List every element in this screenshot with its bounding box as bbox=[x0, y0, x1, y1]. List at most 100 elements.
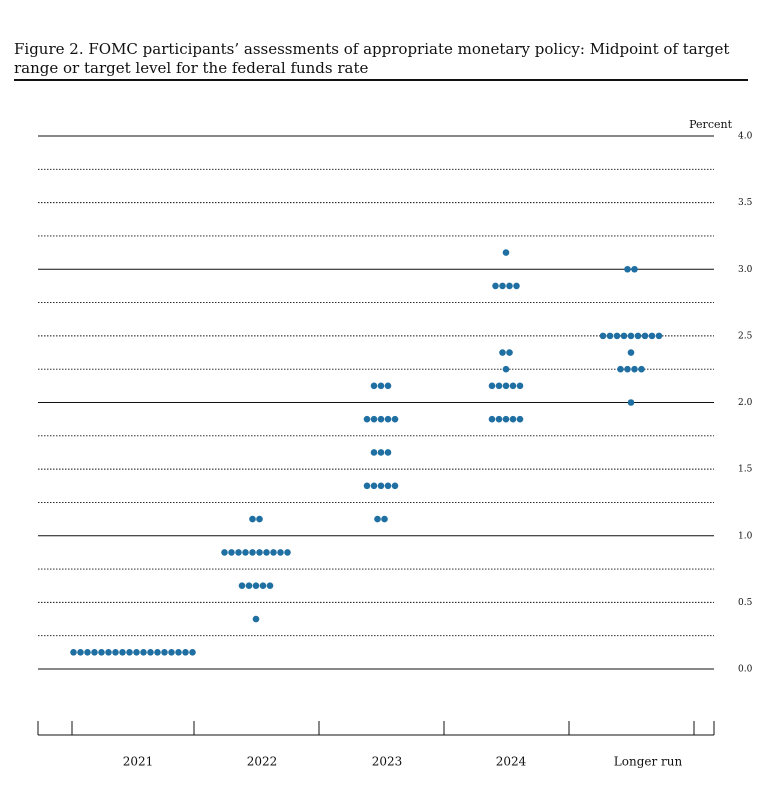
dot bbox=[384, 449, 392, 456]
dot bbox=[488, 415, 496, 423]
y-tick-label: 0.5 bbox=[738, 598, 753, 608]
dot bbox=[252, 615, 260, 623]
dot bbox=[509, 415, 517, 423]
y-tick-label: 2.5 bbox=[738, 331, 753, 341]
dot bbox=[638, 365, 645, 373]
dot bbox=[91, 649, 98, 656]
dot bbox=[627, 399, 635, 406]
dot bbox=[502, 382, 510, 390]
dot bbox=[384, 482, 392, 490]
dot bbox=[126, 649, 133, 656]
dot bbox=[119, 649, 126, 656]
dot bbox=[627, 349, 635, 356]
dot bbox=[631, 365, 638, 373]
y-tick-label: 2.0 bbox=[738, 398, 753, 408]
y-axis-label: Percent bbox=[689, 118, 732, 131]
dot bbox=[182, 649, 189, 656]
dot bbox=[613, 332, 621, 340]
dot bbox=[617, 365, 624, 373]
dot bbox=[377, 382, 385, 390]
dot bbox=[499, 282, 506, 290]
dot bbox=[516, 415, 524, 423]
dot bbox=[370, 449, 378, 456]
dot bbox=[249, 549, 256, 556]
dot bbox=[284, 549, 291, 556]
dot bbox=[370, 415, 378, 423]
dot bbox=[154, 649, 161, 656]
dot bbox=[147, 649, 154, 656]
dot bbox=[175, 649, 182, 656]
dot bbox=[384, 382, 392, 390]
dot bbox=[492, 282, 499, 290]
dot bbox=[506, 282, 513, 290]
dot bbox=[70, 649, 77, 656]
dot bbox=[384, 415, 392, 423]
dot bbox=[277, 549, 284, 556]
dot bbox=[502, 249, 510, 256]
dot bbox=[133, 649, 140, 656]
dot bbox=[599, 332, 607, 340]
x-tick-label: 2023 bbox=[372, 755, 403, 769]
dot bbox=[266, 582, 274, 590]
dot bbox=[270, 549, 277, 556]
y-tick-label: 1.5 bbox=[738, 465, 753, 475]
dot bbox=[98, 649, 105, 656]
dot bbox=[256, 549, 263, 556]
dot bbox=[499, 349, 506, 356]
chart-title: Figure 2. FOMC participants’ assessments… bbox=[14, 40, 730, 77]
dot bbox=[168, 649, 175, 656]
y-tick-label: 3.5 bbox=[738, 198, 753, 208]
dot bbox=[377, 415, 385, 423]
dot bbox=[655, 332, 663, 340]
x-tick-label: 2021 bbox=[123, 755, 154, 769]
dot bbox=[495, 415, 503, 423]
dot bbox=[634, 332, 642, 340]
dot bbox=[377, 482, 385, 490]
dot bbox=[242, 549, 249, 556]
dot bbox=[620, 332, 628, 340]
dot bbox=[105, 649, 112, 656]
x-tick-label: 2024 bbox=[496, 755, 527, 769]
dot bbox=[641, 332, 649, 340]
dot bbox=[370, 382, 378, 390]
dot bbox=[238, 582, 246, 590]
dot bbox=[221, 549, 228, 556]
dot bbox=[363, 415, 371, 423]
dot bbox=[509, 382, 517, 390]
dot bbox=[516, 382, 524, 390]
dot bbox=[502, 365, 510, 373]
dot bbox=[252, 582, 260, 590]
dot bbox=[235, 549, 242, 556]
y-tick-label: 4.0 bbox=[738, 132, 753, 142]
dot bbox=[502, 415, 510, 423]
dot bbox=[377, 449, 385, 456]
dot bbox=[627, 332, 635, 340]
dot bbox=[161, 649, 168, 656]
dot bbox=[606, 332, 614, 340]
dot bbox=[648, 332, 656, 340]
dot bbox=[495, 382, 503, 390]
dot bbox=[249, 515, 256, 523]
dot bbox=[513, 282, 520, 290]
dot bbox=[488, 382, 496, 390]
y-tick-label: 0.0 bbox=[738, 665, 753, 675]
dot bbox=[391, 415, 399, 423]
dot bbox=[381, 515, 388, 523]
dot bbox=[140, 649, 147, 656]
dot bbox=[391, 482, 399, 490]
dot bbox=[370, 482, 378, 490]
x-tick-label: Longer run bbox=[614, 755, 683, 769]
y-tick-label: 3.0 bbox=[738, 265, 753, 275]
dot bbox=[245, 582, 253, 590]
dot bbox=[624, 365, 631, 373]
dot bbox=[263, 549, 270, 556]
dot bbox=[506, 349, 513, 356]
dot bbox=[112, 649, 119, 656]
y-tick-label: 1.0 bbox=[738, 531, 753, 541]
dot bbox=[84, 649, 91, 656]
dot bbox=[189, 649, 196, 656]
dot bbox=[624, 265, 631, 273]
dot bbox=[374, 515, 381, 523]
dot bbox=[259, 582, 267, 590]
